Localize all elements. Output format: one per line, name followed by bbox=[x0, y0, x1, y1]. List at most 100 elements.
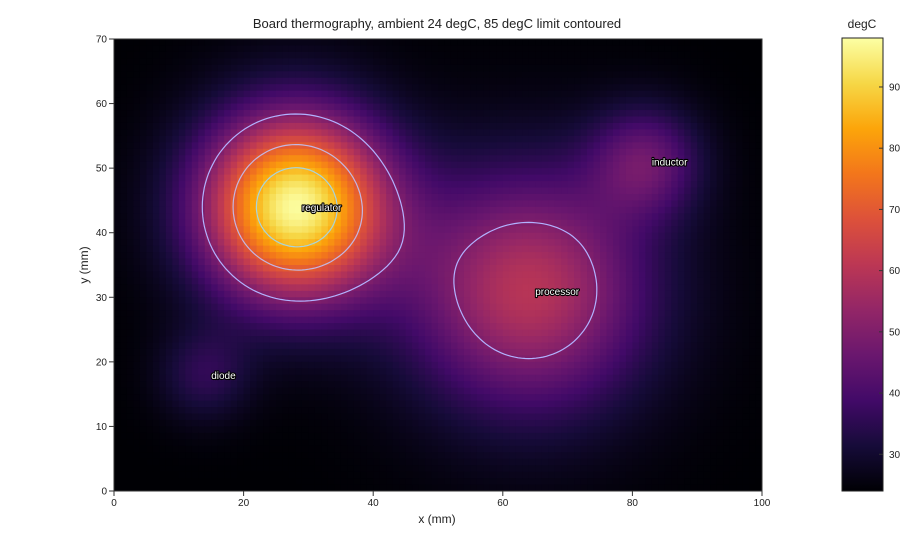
heatmap-cell bbox=[412, 77, 420, 85]
heatmap-cell bbox=[204, 103, 212, 111]
heatmap-cell bbox=[580, 310, 588, 318]
heatmap-cell bbox=[502, 303, 510, 311]
heatmap-cell bbox=[217, 148, 225, 156]
heatmap-cell bbox=[651, 116, 659, 124]
heatmap-cell bbox=[263, 316, 271, 324]
heatmap-cell bbox=[327, 45, 335, 53]
heatmap-cell bbox=[243, 239, 251, 247]
heatmap-cell bbox=[561, 297, 569, 305]
heatmap-cell bbox=[476, 348, 484, 356]
heatmap-cell bbox=[386, 265, 394, 273]
heatmap-cell bbox=[638, 277, 646, 285]
heatmap-cell bbox=[567, 252, 575, 260]
heatmap-cell bbox=[444, 297, 452, 305]
heatmap-cell bbox=[483, 135, 491, 143]
heatmap-cell bbox=[139, 200, 147, 208]
heatmap-cell bbox=[191, 348, 199, 356]
heatmap-cell bbox=[133, 310, 141, 318]
heatmap-cell bbox=[509, 142, 517, 150]
heatmap-cell bbox=[295, 122, 303, 130]
heatmap-cell bbox=[535, 110, 543, 118]
heatmap-cell bbox=[412, 323, 420, 331]
heatmap-cell bbox=[561, 129, 569, 137]
heatmap-cell bbox=[729, 239, 737, 247]
heatmap-cell bbox=[301, 329, 309, 337]
heatmap-cell bbox=[353, 219, 361, 227]
heatmap-cell bbox=[632, 277, 640, 285]
heatmap-cell bbox=[638, 284, 646, 292]
heatmap-cell bbox=[301, 51, 309, 59]
heatmap-cell bbox=[645, 168, 653, 176]
heatmap-cell bbox=[126, 342, 135, 350]
heatmap-cell bbox=[574, 226, 582, 234]
heatmap-cell bbox=[405, 239, 413, 247]
heatmap-cell bbox=[366, 219, 374, 227]
heatmap-cell bbox=[269, 239, 277, 247]
heatmap-cell bbox=[502, 258, 510, 266]
heatmap-cell bbox=[541, 348, 549, 356]
heatmap-cell bbox=[282, 290, 290, 298]
heatmap-cell bbox=[185, 77, 193, 85]
heatmap-cell bbox=[321, 90, 329, 98]
heatmap-cell bbox=[535, 58, 543, 66]
heatmap-cell bbox=[301, 316, 309, 324]
heatmap-cell bbox=[658, 148, 666, 156]
heatmap-cell bbox=[710, 122, 718, 130]
heatmap-cell bbox=[230, 342, 238, 350]
heatmap-cell bbox=[710, 51, 718, 59]
heatmap-cell bbox=[308, 135, 316, 143]
heatmap-cell bbox=[625, 181, 633, 189]
heatmap-cell bbox=[450, 290, 459, 298]
heatmap-cell bbox=[165, 110, 173, 118]
heatmap-cell bbox=[243, 297, 251, 305]
heatmap-cell bbox=[489, 290, 497, 298]
heatmap-cell bbox=[366, 103, 374, 111]
heatmap-cell bbox=[114, 200, 122, 208]
heatmap-cell bbox=[256, 103, 264, 111]
heatmap-cell bbox=[418, 129, 426, 137]
heatmap-cell bbox=[126, 110, 135, 118]
heatmap-cell bbox=[438, 155, 446, 163]
heatmap-cell bbox=[710, 181, 718, 189]
heatmap-cell bbox=[269, 90, 277, 98]
heatmap-cell bbox=[347, 200, 355, 208]
heatmap-cell bbox=[625, 271, 633, 279]
heatmap-cell bbox=[645, 116, 653, 124]
heatmap-cell bbox=[327, 71, 335, 79]
heatmap-cell bbox=[522, 297, 530, 305]
heatmap-cell bbox=[548, 39, 556, 47]
heatmap-cell bbox=[366, 277, 374, 285]
heatmap-cell bbox=[146, 181, 154, 189]
heatmap-cell bbox=[561, 90, 569, 98]
heatmap-cell bbox=[392, 103, 400, 111]
heatmap-cell bbox=[340, 290, 348, 298]
heatmap-cell bbox=[353, 206, 361, 214]
heatmap-cell bbox=[515, 323, 523, 331]
heatmap-cell bbox=[425, 200, 433, 208]
heatmap-cell bbox=[651, 323, 659, 331]
heatmap-cell bbox=[185, 232, 193, 240]
heatmap-cell bbox=[483, 181, 491, 189]
heatmap-cell bbox=[256, 193, 264, 202]
heatmap-cell bbox=[742, 45, 750, 53]
heatmap-cell bbox=[165, 323, 173, 331]
heatmap-cell bbox=[269, 342, 277, 350]
heatmap-cell bbox=[587, 336, 595, 344]
heatmap-cell bbox=[399, 71, 407, 79]
heatmap-cell bbox=[224, 135, 232, 143]
heatmap-cell bbox=[321, 226, 329, 234]
heatmap-cell bbox=[690, 284, 698, 292]
heatmap-cell bbox=[334, 174, 342, 182]
heatmap-cell bbox=[684, 284, 692, 292]
heatmap-cell bbox=[159, 271, 167, 279]
heatmap-cell bbox=[658, 219, 666, 227]
heatmap-cell bbox=[165, 129, 173, 137]
heatmap-cell bbox=[541, 290, 549, 298]
heatmap-cell bbox=[347, 142, 355, 150]
heatmap-cell bbox=[224, 64, 232, 72]
heatmap-cell bbox=[211, 232, 219, 240]
heatmap-cell bbox=[347, 316, 355, 324]
heatmap-cell bbox=[548, 239, 556, 247]
heatmap-cell bbox=[509, 58, 517, 66]
heatmap-cell bbox=[749, 90, 757, 98]
